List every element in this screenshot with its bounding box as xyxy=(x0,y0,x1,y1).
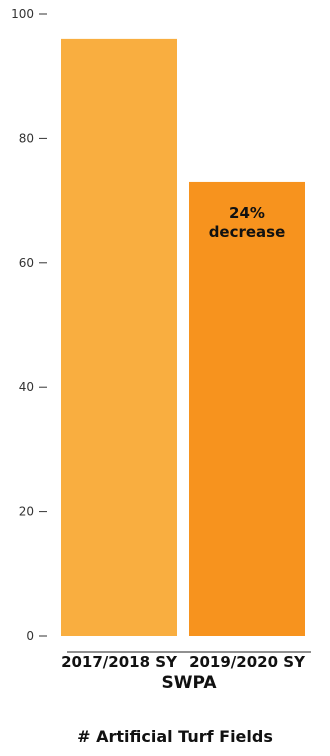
group-label: SWPA xyxy=(161,673,217,693)
y-tick-label: 0 xyxy=(26,629,34,643)
x-axis-title: # Artificial Turf Fields xyxy=(77,727,273,746)
bar-2 xyxy=(189,181,305,636)
y-tick-label: 20 xyxy=(19,505,34,519)
category-label: 2017/2018 SY xyxy=(61,653,178,671)
bar-1 xyxy=(61,38,177,636)
y-tick-label: 60 xyxy=(19,256,34,270)
y-tick-label: 100 xyxy=(11,7,34,21)
bars xyxy=(61,38,305,636)
annotation: 24%decrease xyxy=(209,204,286,241)
category-label: 2019/2020 SY xyxy=(189,653,306,671)
category-labels: 2017/2018 SY 2019/2020 SY xyxy=(61,653,306,671)
y-tick-label: 40 xyxy=(19,380,34,394)
annotation-line: decrease xyxy=(209,223,286,241)
y-axis: 0 20 40 60 80 100 xyxy=(11,7,47,643)
y-tick-label: 80 xyxy=(19,131,34,145)
annotation-line: 24% xyxy=(229,204,265,222)
